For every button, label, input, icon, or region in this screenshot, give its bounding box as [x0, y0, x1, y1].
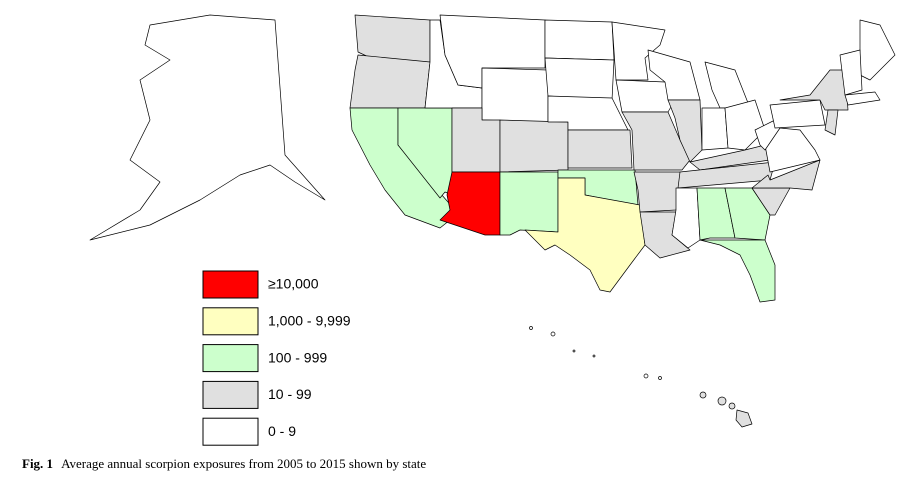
- legend-swatch: [202, 417, 259, 446]
- state: [544, 19, 615, 61]
- caption-text: Average annual scorpion exposures from 2…: [61, 456, 426, 471]
- state: [524, 177, 646, 293]
- state: [349, 54, 431, 109]
- state: [481, 67, 549, 123]
- island: [699, 391, 707, 399]
- state: [839, 49, 863, 96]
- island: [717, 396, 727, 406]
- legend-swatch: [202, 307, 259, 336]
- state: [696, 187, 736, 241]
- state: [633, 171, 683, 213]
- legend-label: 100 - 999: [268, 349, 327, 365]
- legend-label: 10 - 99: [268, 386, 312, 402]
- state: [567, 129, 633, 169]
- state: [769, 99, 826, 129]
- island: [735, 409, 753, 428]
- legend-label: 0 - 9: [268, 423, 296, 439]
- state: [701, 107, 729, 151]
- legend-swatch: [202, 344, 259, 373]
- state: [499, 119, 569, 173]
- state: [724, 99, 766, 151]
- legend-swatch: [202, 270, 259, 299]
- island: [643, 373, 649, 379]
- state: [621, 111, 691, 171]
- state: [844, 91, 881, 106]
- alaska: [89, 14, 326, 241]
- state: [544, 57, 615, 101]
- legend-swatch: [202, 380, 259, 409]
- caption: Fig. 1 Average annual scorpion exposures …: [22, 456, 426, 471]
- legend-label: 1,000 - 9,999: [268, 313, 351, 329]
- caption-label: Fig. 1: [22, 456, 53, 471]
- island: [728, 402, 736, 410]
- state: [699, 239, 776, 303]
- island: [529, 326, 533, 330]
- island: [592, 354, 596, 358]
- legend: ≥10,000 1,000 - 9,999 100 - 999 10 - 99 0 - …: [202, 270, 351, 446]
- state: [724, 187, 771, 241]
- state: [859, 19, 896, 81]
- state: [354, 14, 431, 63]
- island: [658, 376, 662, 380]
- state: [499, 171, 559, 236]
- hawaii: [529, 326, 753, 428]
- contiguous-states: [349, 14, 896, 303]
- state: [824, 109, 839, 136]
- legend-label: ≥10,000: [268, 276, 319, 292]
- island: [550, 331, 556, 337]
- island: [572, 349, 576, 353]
- state: [704, 61, 751, 109]
- state: [89, 14, 326, 241]
- state: [754, 119, 781, 151]
